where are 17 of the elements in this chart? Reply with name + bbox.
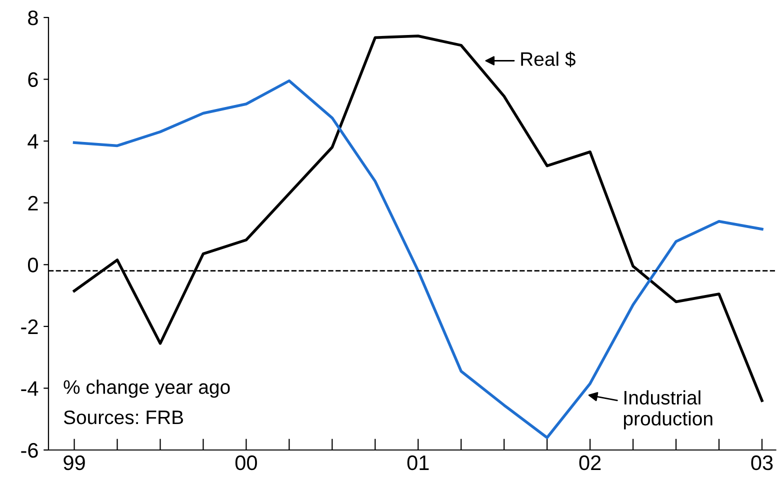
y-tick-label: -2 [21,319,38,334]
x-tick-label: 03 [751,455,773,470]
annotation: % change year ago [64,380,230,398]
x-tick-label: 00 [235,455,257,470]
y-tick-label: 2 [28,196,38,210]
x-tick-label: 01 [407,455,429,470]
y-tick-label: 6 [28,72,38,88]
x-tick-label: 02 [579,455,601,470]
x-tick-label: 99 [64,455,85,470]
annotation: Industrial production [624,390,712,430]
y-tick-label: -4 [21,381,38,396]
annotation: Real $ [521,51,576,68]
annotation: Sources: FRB [64,410,184,424]
y-tick-label: 8 [28,10,38,26]
y-tick-label: 4 [28,134,38,149]
y-tick-label: -6 [21,443,38,458]
y-tick-label: 0 [28,258,38,272]
